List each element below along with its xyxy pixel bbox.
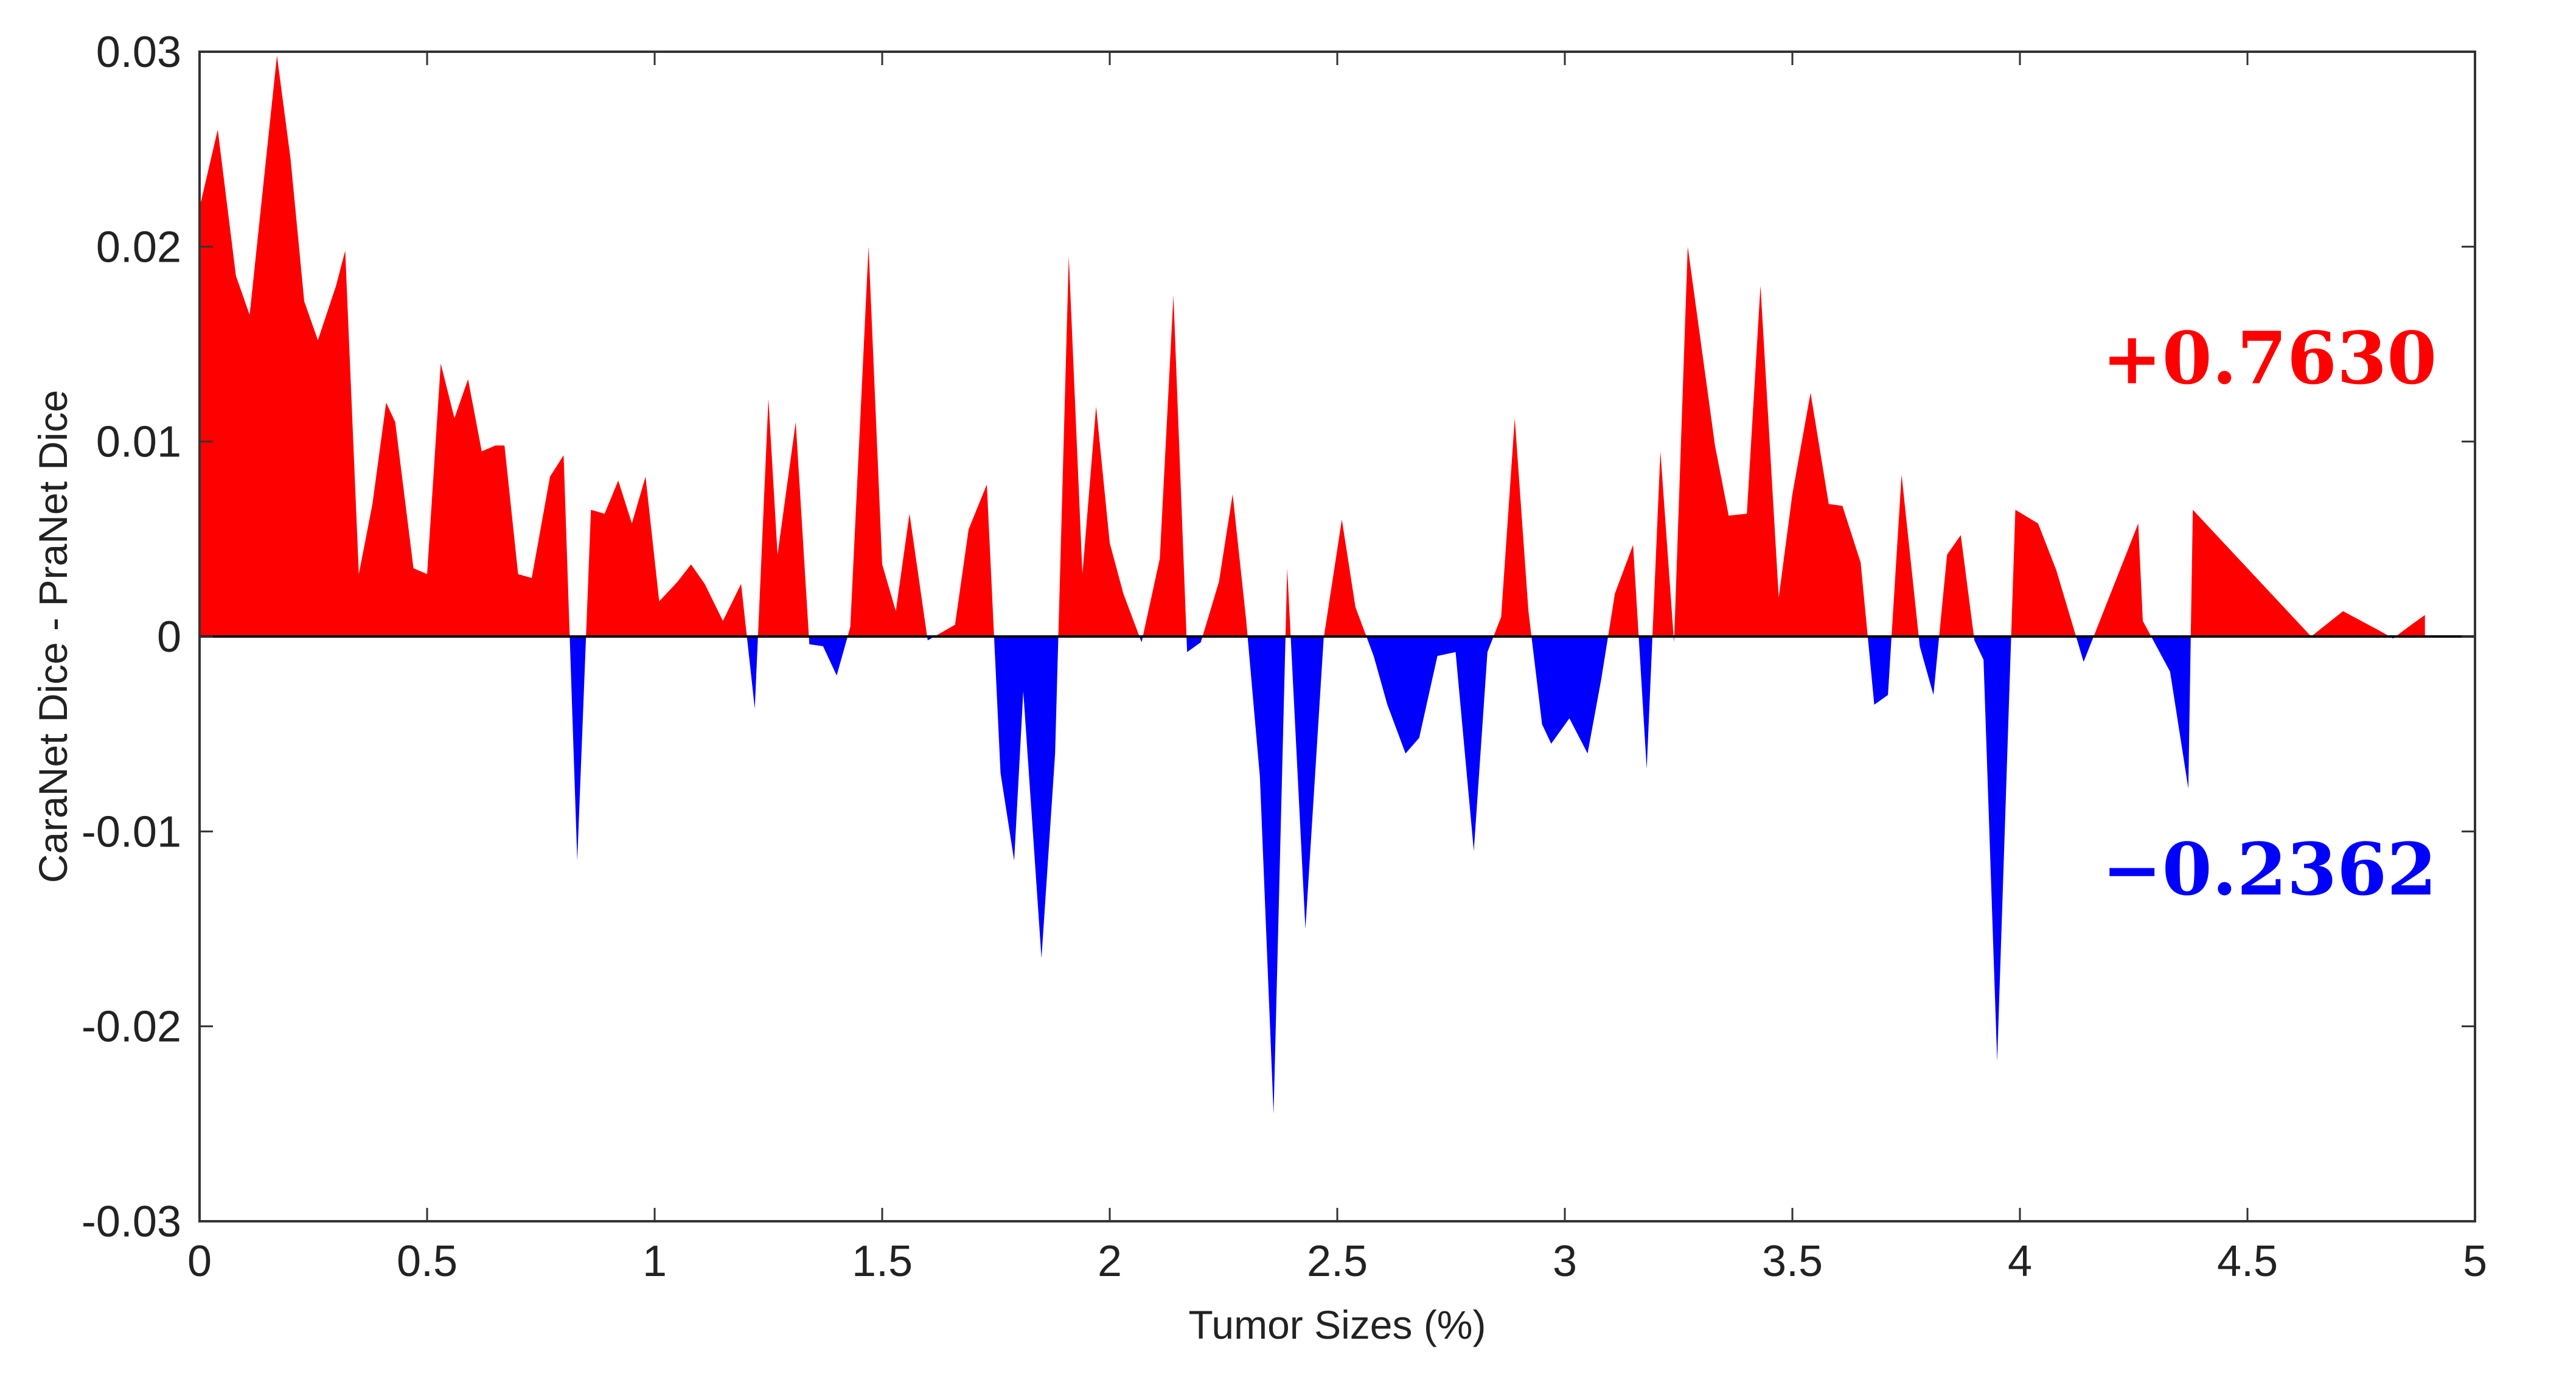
- x-tick-label: 0: [187, 1237, 212, 1286]
- positive-area: [1285, 568, 1291, 636]
- y-tick-label: -0.02: [82, 1003, 181, 1051]
- positive-area: [1324, 519, 1366, 636]
- positive-area: [586, 476, 747, 636]
- positive-area: [1892, 475, 1919, 636]
- x-tick-label: 5: [2463, 1237, 2487, 1286]
- x-tick-label: 3.5: [1762, 1237, 1823, 1286]
- positive-area: [1674, 246, 1868, 636]
- positive-area: [2011, 509, 2076, 636]
- y-tick-label: 0: [157, 613, 181, 661]
- positive-area: [200, 55, 570, 636]
- x-tick-label: 4.5: [2217, 1237, 2278, 1286]
- negative-area: [1918, 636, 1940, 696]
- axis-ticks: 0 0.5 1 1.5 2 2.5 3 3.5 4 4.5 5 0.03 0.02 0.01 0 -0.01 -…: [82, 28, 2487, 1286]
- x-tick-label: 0.5: [397, 1237, 458, 1286]
- positive-area: [1143, 295, 1187, 636]
- negative-area: [2076, 636, 2094, 662]
- negative-area: [1290, 636, 1325, 929]
- y-tick-label: 0.02: [96, 223, 181, 271]
- positive-area: [1939, 535, 1974, 636]
- y-axis-label: CaraNet Dice - PraNet Dice: [30, 390, 75, 884]
- x-tick-label: 1.5: [852, 1237, 913, 1286]
- positive-area: [2395, 615, 2425, 636]
- positive-area: [757, 399, 809, 636]
- positive-area: [1652, 451, 1674, 636]
- negative-area: [809, 636, 848, 676]
- positive-area: [2311, 611, 2390, 636]
- negative-area: [994, 636, 1059, 958]
- y-tick-label: -0.01: [82, 807, 181, 856]
- positive-area: [848, 246, 927, 636]
- positive-area: [1058, 256, 1140, 636]
- positive-area: [2094, 523, 2151, 636]
- y-tick-label: 0.03: [96, 28, 181, 77]
- negative-area: [1638, 636, 1652, 769]
- y-tick-label: -0.03: [82, 1198, 181, 1246]
- negative-area: [1366, 636, 1494, 851]
- x-axis-label: Tumor Sizes (%): [1189, 1302, 1486, 1347]
- x-tick-label: 4: [2008, 1237, 2032, 1286]
- positive-area: [2190, 509, 2311, 636]
- x-tick-label: 3: [1553, 1237, 1577, 1286]
- x-tick-label: 2.5: [1307, 1237, 1368, 1286]
- positive-area: [1493, 418, 1532, 636]
- negative-sum-annotation: −0.2362: [2102, 827, 2437, 912]
- positive-sum-annotation: +0.7630: [2102, 316, 2437, 400]
- y-tick-label: 0.01: [96, 418, 181, 467]
- negative-area: [747, 636, 758, 709]
- negative-area: [1247, 636, 1286, 1114]
- positive-area: [935, 484, 994, 636]
- negative-area: [1974, 636, 2011, 1062]
- positive-area: [1202, 494, 1248, 636]
- negative-area: [1531, 636, 1609, 754]
- negative-area: [1186, 636, 1203, 652]
- x-tick-label: 2: [1098, 1237, 1122, 1286]
- positive-area: [1608, 545, 1639, 636]
- negative-area: [569, 636, 587, 861]
- x-tick-label: 1: [642, 1237, 667, 1286]
- negative-area: [1867, 636, 1892, 705]
- negative-area: [2151, 636, 2191, 789]
- data-areas: [200, 55, 2425, 1114]
- negative-area: [1139, 636, 1143, 643]
